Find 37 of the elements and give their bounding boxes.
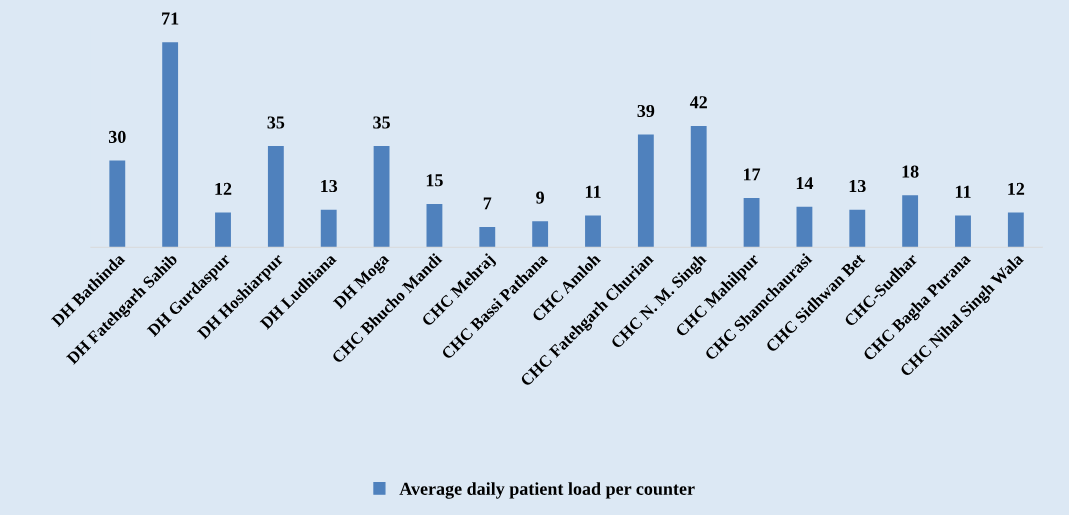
bar (532, 221, 549, 248)
data-label: 17 (743, 168, 761, 181)
bar (955, 215, 971, 248)
bar (479, 226, 496, 248)
data-label: 7 (483, 197, 492, 210)
data-label: 39 (637, 104, 655, 118)
bar (320, 209, 337, 248)
bar (743, 198, 760, 248)
data-label: 12 (215, 182, 232, 195)
bar (585, 215, 601, 248)
data-label: 30 (108, 130, 126, 143)
data-label: 12 (1008, 182, 1025, 195)
data-label: 18 (902, 165, 919, 178)
data-label: 35 (373, 116, 390, 129)
bar (637, 134, 654, 248)
bar (849, 209, 866, 248)
data-label: 13 (849, 179, 866, 193)
data-label: 11 (955, 185, 971, 198)
bar (373, 146, 390, 248)
data-label: 11 (585, 185, 601, 198)
bar (796, 206, 813, 248)
data-label: 35 (267, 116, 285, 129)
data-label: 14 (796, 177, 814, 190)
bar (109, 160, 126, 248)
bar (215, 212, 231, 248)
bar (690, 125, 707, 248)
bar (162, 42, 179, 248)
legend-label: Average daily patient load per counter (399, 482, 695, 499)
bar (902, 195, 919, 248)
bar (1007, 212, 1024, 248)
bar (426, 203, 443, 248)
data-label: 15 (426, 174, 443, 187)
data-label: 42 (689, 96, 707, 109)
data-label: 9 (536, 191, 544, 204)
data-label: 13 (321, 179, 338, 193)
bar (267, 146, 284, 248)
data-label: 71 (162, 12, 179, 25)
